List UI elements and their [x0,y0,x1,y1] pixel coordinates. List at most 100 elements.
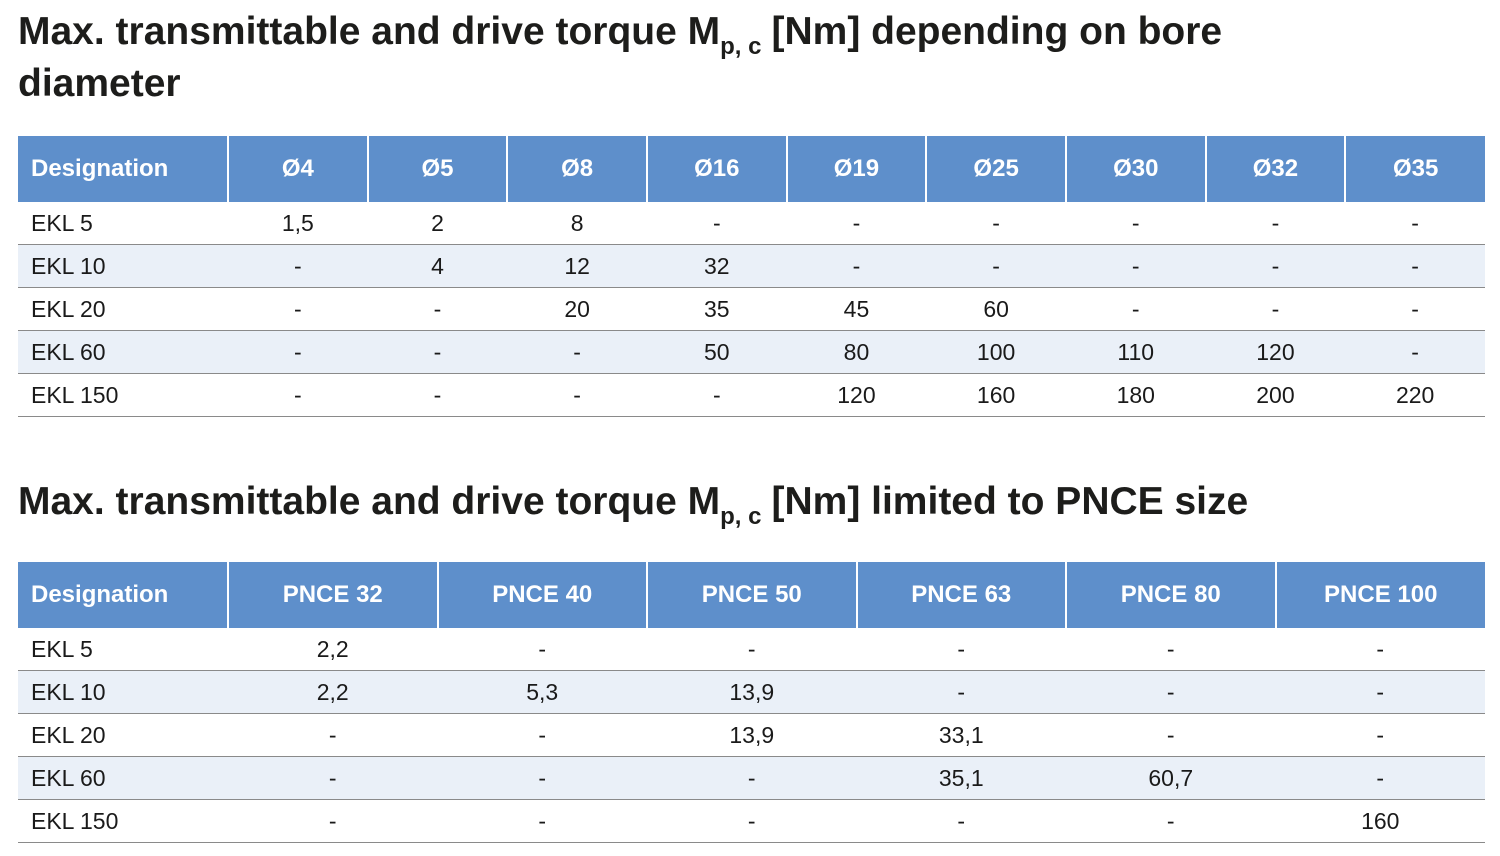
table-cell: - [437,799,647,843]
header-cell: Ø5 [366,136,508,202]
table-cell: 50 [646,330,787,374]
table-cell: - [228,330,368,374]
table-cell: 60,7 [1066,756,1276,800]
table-row: EKL 5 1,5 2 8- - - - - - [18,202,1485,245]
table-cell: - [1345,287,1485,331]
table-row: EKL 5 2,2- - - - - [18,628,1485,671]
table-cell: - [856,670,1066,714]
table-cell: 35,1 [856,756,1066,800]
table-cell: 60 [926,287,1066,331]
row-label: EKL 10 [18,670,228,714]
table-cell: 160 [926,373,1066,417]
header-cell: Ø25 [925,136,1066,202]
header-cell: PNCE 63 [855,562,1066,628]
table-cell: - [367,287,508,331]
title-rest: [Nm] depending on bore diameter [18,10,1223,105]
table-cell: 110 [1065,330,1206,374]
table-cell: - [1066,670,1276,714]
header-cell: Ø16 [645,136,787,202]
title-rest: [Nm] limited to PNCE size [771,480,1249,523]
header-row: Designation Ø4 Ø5 Ø8 Ø16 Ø19 Ø25 Ø30 Ø32 Ø35 [18,136,1485,202]
table-cell: - [437,756,647,800]
table-cell: - [1275,713,1485,757]
header-cell: PNCE 32 [227,562,438,628]
table-cell: 100 [926,330,1066,374]
table-cell: 20 [507,287,647,331]
table-cell: - [228,244,368,288]
table-row: EKL 60- - -50 80 100 110 120- [18,330,1485,374]
table-cell: - [1275,756,1485,800]
torque-table: Designation PNCE 32 PNCE 40 PNCE 50 PNCE 63 P… [18,562,1485,843]
header-cell: Designation [18,562,228,628]
row-label: EKL 150 [18,799,228,843]
table-cell: 2 [367,202,508,245]
row-label: EKL 60 [18,330,228,374]
table-cell: 13,9 [647,713,857,757]
table-cell: - [786,244,927,288]
table-cell: 80 [786,330,927,374]
table-cell: 2,2 [228,628,438,671]
section: Max. transmittable and drive torque Mp, … [18,476,1485,843]
table-cell: - [856,628,1066,671]
table-cell: - [228,287,368,331]
table-row: EKL 150- - - - -160 [18,799,1485,843]
header-cell: Ø19 [785,136,927,202]
header-cell: PNCE 80 [1065,562,1276,628]
row-label: EKL 60 [18,756,228,800]
table-cell: - [1065,202,1206,245]
table-cell: 4 [367,244,508,288]
table-cell: 45 [786,287,927,331]
table-cell: - [1205,244,1346,288]
table-cell: - [646,202,787,245]
table-cell: 5,3 [437,670,647,714]
header-cell: Ø35 [1344,136,1485,202]
table-cell: - [1345,330,1485,374]
table-cell: - [1345,244,1485,288]
row-label: EKL 5 [18,628,228,671]
table-cell: - [926,202,1066,245]
header-cell: Ø4 [227,136,368,202]
table-row: EKL 10-4 12 32- - - - - [18,244,1485,288]
table-body: EKL 5 1,5 2 8- - - - - - EKL 10-4 12 32- - - - - EKL 20-… [18,202,1485,417]
table-cell: - [1065,244,1206,288]
table-cell: - [786,202,927,245]
table-row: EKL 10 2,2 5,3 13,9- - - [18,670,1485,714]
table-cell: - [367,373,508,417]
table-cell: 2,2 [228,670,438,714]
header-cell: PNCE 40 [436,562,647,628]
table-row: EKL 60- - -35,1 60,7- [18,756,1485,800]
table-cell: 180 [1065,373,1206,417]
table-cell: - [437,628,647,671]
table-cell: 160 [1275,799,1485,843]
table-cell: - [1275,670,1485,714]
title-main: Max. transmittable and drive torque M [18,480,721,523]
header-cell: PNCE 50 [646,562,857,628]
section: Max. transmittable and drive torque Mp, … [18,6,1485,417]
row-label: EKL 5 [18,202,228,245]
table-header: Designation PNCE 32 PNCE 40 PNCE 50 PNCE 63 P… [18,562,1485,628]
row-label: EKL 150 [18,373,228,417]
table-cell: 120 [1205,330,1346,374]
table-cell: - [1066,799,1276,843]
table-cell: - [1065,287,1206,331]
table-cell: - [646,373,787,417]
header-cell: Designation [18,136,228,202]
table-cell: 220 [1345,373,1485,417]
table-cell: - [856,799,1066,843]
header-row: Designation PNCE 32 PNCE 40 PNCE 50 PNCE 63 P… [18,562,1485,628]
table-cell: 35 [646,287,787,331]
table-cell: - [1066,713,1276,757]
table-cell: 33,1 [856,713,1066,757]
title-subscript: p, c [720,33,762,60]
table-cell: - [507,330,647,374]
row-label: EKL 10 [18,244,228,288]
table-row: EKL 20- -13,9 33,1- - [18,713,1485,757]
table-cell: - [1275,628,1485,671]
table-cell: 200 [1205,373,1346,417]
table-row: EKL 20- -20 35 45 60- - - [18,287,1485,331]
table-cell: - [1066,628,1276,671]
table-cell: 1,5 [228,202,368,245]
table-cell: - [926,244,1066,288]
header-cell: Ø8 [506,136,647,202]
